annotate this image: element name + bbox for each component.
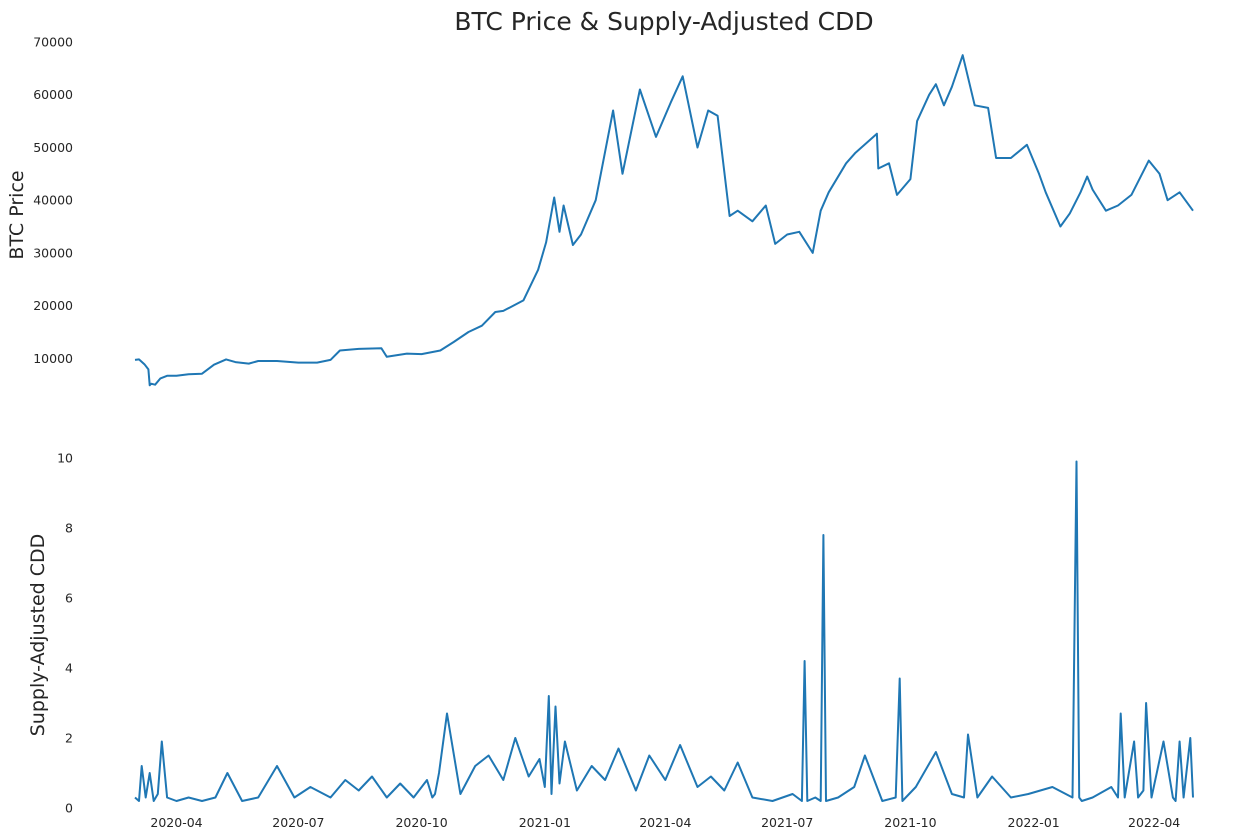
cdd-y-tick-label: 0 [65, 801, 73, 816]
btc-price-line [134, 54, 1194, 387]
price-y-tick-label: 50000 [33, 140, 73, 155]
price-y-tick-label: 70000 [33, 35, 73, 50]
price-y-tick-label: 40000 [33, 193, 73, 208]
x-tick-label: 2020-10 [395, 815, 447, 830]
x-tick-label: 2022-04 [1128, 815, 1180, 830]
x-tick-label: 2021-01 [519, 815, 571, 830]
cdd-y-tick-label: 8 [65, 521, 73, 536]
x-tick-label: 2021-07 [761, 815, 813, 830]
cdd-y-tick-label: 6 [65, 591, 73, 606]
price-y-tick-label: 20000 [33, 298, 73, 313]
price-y-tick-label: 10000 [33, 351, 73, 366]
price-y-ticks: 10000 20000 30000 40000 50000 60000 70000 [33, 35, 73, 366]
cdd-y-tick-label: 2 [65, 731, 73, 746]
x-tick-label: 2022-01 [1008, 815, 1060, 830]
price-y-axis-label: BTC Price [6, 170, 28, 259]
cdd-y-axis-label: Supply-Adjusted CDD [27, 534, 49, 737]
x-tick-label: 2020-04 [150, 815, 202, 830]
price-y-tick-label: 30000 [33, 245, 73, 260]
cdd-y-ticks: 0 2 4 6 8 10 [57, 451, 73, 816]
x-tick-label: 2020-07 [272, 815, 324, 830]
x-tick-label: 2021-04 [639, 815, 691, 830]
cdd-y-tick-label: 4 [65, 661, 73, 676]
x-tick-label: 2021-10 [884, 815, 936, 830]
price-y-tick-label: 60000 [33, 87, 73, 102]
chart-title: BTC Price & Supply-Adjusted CDD [454, 7, 873, 36]
supply-adjusted-cdd-line [134, 460, 1194, 802]
cdd-y-tick-label: 10 [57, 451, 73, 466]
x-ticks: 2020-04 2020-07 2020-10 2021-01 2021-04 2021-… [150, 815, 1180, 830]
